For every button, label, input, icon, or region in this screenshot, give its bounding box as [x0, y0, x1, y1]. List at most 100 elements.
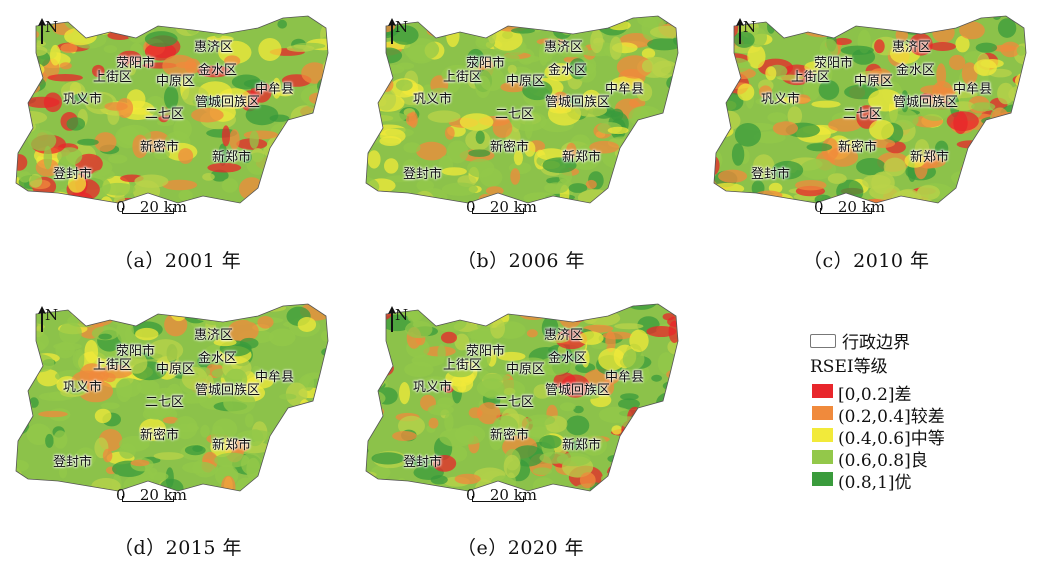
rsei-patch	[366, 391, 380, 415]
rsei-patch	[772, 121, 798, 136]
rsei-patch	[26, 423, 52, 446]
rsei-patch	[441, 331, 457, 344]
rsei-patch	[492, 415, 519, 437]
rsei-patch	[394, 490, 404, 491]
scale-label: 0 20 km	[116, 486, 188, 504]
rsei-patch	[537, 148, 566, 161]
rsei-patch	[116, 319, 134, 344]
rsei-patch	[818, 63, 833, 85]
scale-bar: 0 20 km	[116, 486, 187, 504]
rsei-patch	[263, 143, 288, 159]
rsei-patch	[310, 142, 328, 160]
rsei-patch	[800, 158, 837, 180]
rsei-patch	[441, 64, 474, 85]
rsei-patch	[561, 374, 590, 398]
rsei-patch	[405, 112, 417, 127]
district-label: 荥阳市	[466, 344, 506, 359]
rsei-patch	[122, 16, 137, 31]
district-label: 中牟县	[255, 370, 295, 385]
rsei-patch	[59, 62, 72, 70]
district-label: 金水区	[198, 63, 238, 78]
rsei-patch	[63, 16, 91, 31]
rsei-patch	[16, 61, 19, 85]
rsei-patch	[369, 309, 388, 316]
rsei-patch	[642, 460, 674, 480]
rsei-patch	[454, 333, 470, 351]
legend-swatch	[812, 428, 833, 442]
rsei-patch	[573, 405, 584, 414]
rsei-patch	[38, 410, 68, 418]
district-label: 新郑市	[562, 438, 602, 453]
rsei-patch	[996, 171, 1024, 182]
rsei-patch	[178, 148, 194, 164]
rsei-patch	[134, 174, 169, 188]
rsei-patch	[492, 118, 513, 138]
rsei-patch	[376, 192, 407, 203]
rsei-patch	[795, 180, 827, 191]
north-label: N	[45, 306, 59, 324]
rsei-patch	[241, 151, 252, 164]
rsei-patch	[113, 192, 126, 203]
rsei-patch	[874, 39, 885, 54]
rsei-patch	[607, 454, 628, 464]
rsei-patch	[169, 304, 188, 322]
rsei-patch	[909, 33, 933, 56]
panel-caption: （a）2001 年	[114, 250, 242, 272]
rsei-patch	[1010, 179, 1026, 202]
rsei-patch	[491, 28, 523, 51]
rsei-patch	[676, 167, 678, 186]
rsei-patch	[81, 310, 114, 327]
rsei-patch	[175, 18, 201, 36]
rsei-patch	[149, 108, 179, 116]
rsei-patch	[75, 348, 85, 370]
rsei-patch	[321, 347, 328, 357]
rsei-patch	[62, 304, 91, 309]
rsei-patch	[301, 62, 328, 84]
rsei-patch	[329, 124, 339, 133]
rsei-patch	[121, 16, 134, 20]
rsei-patch	[753, 154, 775, 178]
rsei-patch	[459, 113, 494, 131]
rsei-patch	[302, 157, 326, 173]
rsei-patch	[680, 79, 692, 93]
district-label: 中牟县	[953, 82, 993, 97]
scale-bar: 0 20 km	[814, 198, 885, 216]
rsei-patch	[714, 64, 741, 86]
rsei-patch	[144, 400, 168, 420]
rsei-patch	[368, 360, 392, 374]
rsei-patch	[108, 154, 128, 164]
rsei-patch	[733, 31, 755, 48]
rsei-patch	[310, 170, 328, 188]
rsei-patch	[246, 457, 261, 482]
rsei-patch	[16, 459, 29, 473]
rsei-patch	[714, 41, 735, 63]
rsei-patch	[303, 455, 322, 476]
rsei-patch	[635, 194, 669, 202]
rsei-patch	[559, 16, 575, 36]
rsei-patch	[541, 316, 559, 340]
rsei-patch	[16, 201, 39, 203]
rsei-patch	[301, 408, 328, 423]
rsei-patch	[31, 479, 62, 491]
rsei-patch	[202, 173, 215, 181]
rsei-patch	[385, 175, 414, 183]
rsei-patch	[568, 58, 587, 80]
district-label: 荥阳市	[466, 56, 506, 71]
rsei-patch	[608, 20, 631, 31]
rsei-patch	[991, 44, 1017, 52]
rsei-patch	[562, 151, 571, 160]
rsei-patch	[94, 408, 112, 424]
rsei-patch	[642, 16, 655, 20]
legend-label: (0.8,1]优	[838, 473, 912, 493]
rsei-patch	[75, 447, 97, 467]
panel-caption: （c）2010 年	[803, 250, 930, 272]
rsei-patch	[717, 110, 741, 131]
rsei-patch	[581, 434, 607, 456]
rsei-patch	[641, 467, 662, 489]
rsei-patch	[213, 338, 237, 347]
rsei-patch	[476, 379, 504, 397]
rsei-patch	[383, 64, 405, 74]
rsei-patch	[84, 339, 99, 364]
scale-label: 0 20 km	[116, 198, 188, 216]
rsei-patch	[651, 374, 662, 382]
